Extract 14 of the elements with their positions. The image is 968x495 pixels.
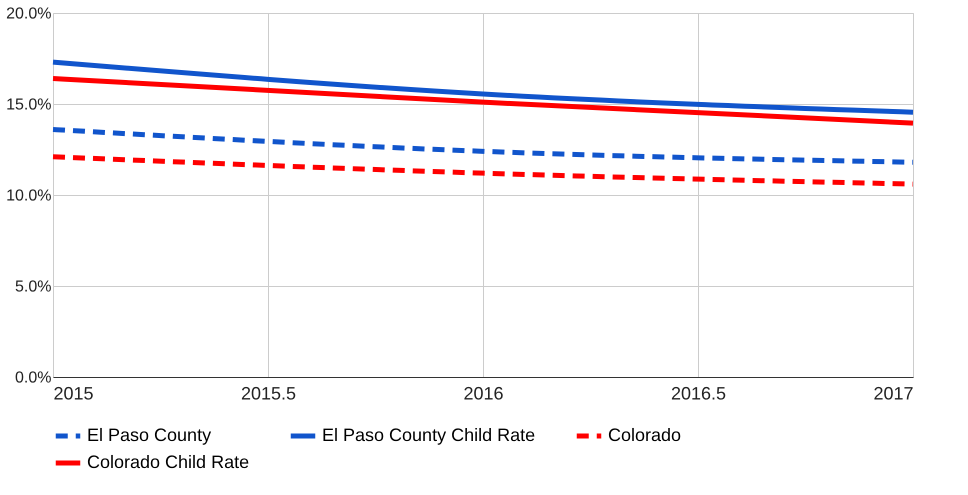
x-tick-label: 2015 <box>54 384 94 404</box>
legend-label: Colorado <box>608 425 682 445</box>
y-tick-label: 0.0% <box>15 370 52 386</box>
legend-label: El Paso County Child Rate <box>322 425 536 445</box>
y-tick-label: 5.0% <box>15 278 52 296</box>
y-tick-label: 15.0% <box>6 96 52 114</box>
legend-label: El Paso County <box>87 425 212 445</box>
legend-label: Colorado Child Rate <box>87 452 250 472</box>
y-tick-label: 20.0% <box>6 6 52 22</box>
x-tick-label: 2017 <box>873 384 914 404</box>
y-tick-label: 10.0% <box>6 188 52 204</box>
x-tick-label: 2016.5 <box>670 384 726 404</box>
x-tick-label: 2015.5 <box>240 384 296 404</box>
x-tick-label: 2016 <box>463 384 504 404</box>
